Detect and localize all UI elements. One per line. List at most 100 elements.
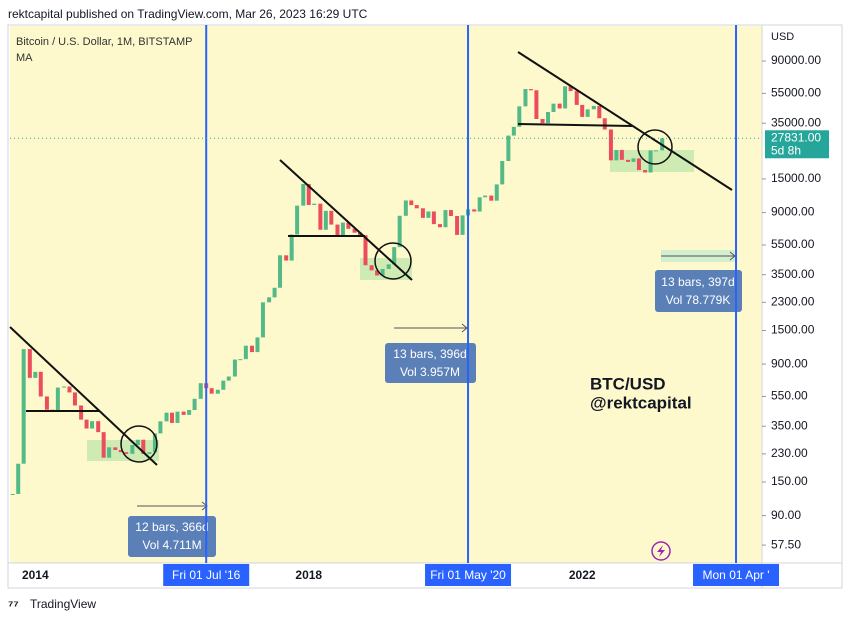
candle <box>551 103 556 112</box>
measure-box <box>128 516 216 557</box>
circle <box>120 425 158 463</box>
candle <box>392 247 397 265</box>
candle <box>158 421 163 434</box>
y-tick-label: 5500.00 <box>771 237 815 251</box>
y-tick-label: 35000.00 <box>771 115 821 129</box>
candle <box>10 493 15 495</box>
candle <box>118 449 123 453</box>
candle <box>278 255 283 288</box>
icon[interactable] <box>651 541 671 561</box>
candle <box>306 183 311 205</box>
candle <box>517 106 522 127</box>
candle <box>243 345 248 360</box>
candle <box>580 104 585 117</box>
candle <box>563 86 568 109</box>
candle <box>511 126 516 136</box>
x-tick-label: 2022 <box>569 568 596 582</box>
y-tick-label: 15000.00 <box>771 171 821 185</box>
candle <box>255 337 260 353</box>
candle <box>301 183 306 206</box>
price-box <box>765 130 829 159</box>
candle <box>619 149 624 160</box>
candle <box>284 255 289 261</box>
candle <box>312 203 317 205</box>
candle <box>494 184 499 201</box>
icon <box>657 545 665 557</box>
candle <box>403 200 408 216</box>
candle <box>420 208 425 218</box>
candle <box>164 412 169 422</box>
measure-volume: Vol 3.957M <box>400 365 460 379</box>
candle <box>585 109 590 117</box>
trendlines <box>9 51 733 466</box>
candle <box>221 380 226 390</box>
y-axis-label: USD <box>771 31 794 43</box>
candle <box>540 118 545 124</box>
price-label: 27831.00 <box>771 130 821 144</box>
date-label-box <box>425 564 512 586</box>
y-tick-label: 350.00 <box>771 418 808 432</box>
candle <box>238 359 243 361</box>
price-countdown: 5d 8h <box>771 143 801 157</box>
candle <box>267 297 272 303</box>
candle <box>352 228 357 233</box>
candle <box>631 158 636 162</box>
y-tick-label: 3500.00 <box>771 267 815 281</box>
candle <box>192 398 197 410</box>
candle <box>654 150 659 152</box>
candle <box>523 89 528 107</box>
candle <box>209 388 214 394</box>
arrow-head <box>461 323 468 333</box>
candle <box>55 387 60 411</box>
circle <box>374 242 412 280</box>
candle <box>79 405 84 420</box>
trendline <box>517 123 633 127</box>
trendline <box>9 326 158 466</box>
y-tick-label: 550.00 <box>771 389 808 403</box>
candle <box>546 111 551 124</box>
candle <box>375 270 380 276</box>
candle <box>346 222 351 229</box>
candle <box>477 197 482 212</box>
candle <box>181 411 186 415</box>
candle <box>260 302 265 338</box>
x-tick-label: 2014 <box>22 568 49 582</box>
candle <box>534 90 539 119</box>
candle <box>557 103 562 109</box>
candle <box>62 386 67 388</box>
candle <box>21 349 26 464</box>
date-label-box <box>163 564 250 586</box>
candle <box>443 210 448 228</box>
candle <box>96 421 101 433</box>
y-tick-label: 150.00 <box>771 474 808 488</box>
candle <box>386 264 391 269</box>
candle <box>335 224 340 235</box>
candle <box>614 149 619 161</box>
candle <box>602 118 607 130</box>
candle <box>38 371 43 397</box>
arrow-head <box>729 251 736 261</box>
candle <box>426 211 431 218</box>
candle <box>67 386 72 393</box>
candle <box>90 421 95 429</box>
date-label-box <box>693 564 780 586</box>
candle <box>101 432 106 458</box>
candle <box>340 222 345 235</box>
candle <box>506 135 511 162</box>
candle <box>414 205 419 209</box>
candle <box>363 235 368 266</box>
candle <box>170 412 175 423</box>
candle <box>44 396 49 410</box>
measure-label: 13 bars, 397d <box>661 275 734 289</box>
y-tick-label: 57.50 <box>771 537 801 551</box>
measure-label: 13 bars, 396d <box>393 347 466 361</box>
candle <box>323 210 328 230</box>
circles <box>120 129 673 463</box>
candle <box>318 203 323 230</box>
candle <box>272 287 277 298</box>
candle <box>107 447 112 458</box>
y-tick-label: 2300.00 <box>771 295 815 309</box>
annotation: @rektcapital <box>590 393 692 412</box>
